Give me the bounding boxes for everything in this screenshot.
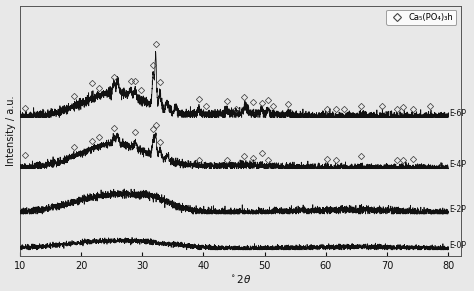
Text: E-0P: E-0P [450,241,466,250]
Text: E-4P: E-4P [450,160,466,169]
Text: E-2P: E-2P [450,205,466,214]
Y-axis label: Intensity / a.u.: Intensity / a.u. [6,95,16,166]
Legend: Ca₅(PO₄)₃h: Ca₅(PO₄)₃h [386,10,456,24]
X-axis label: $^\circ$2$\theta$: $^\circ$2$\theta$ [229,274,251,285]
Text: E-6P: E-6P [450,109,466,118]
